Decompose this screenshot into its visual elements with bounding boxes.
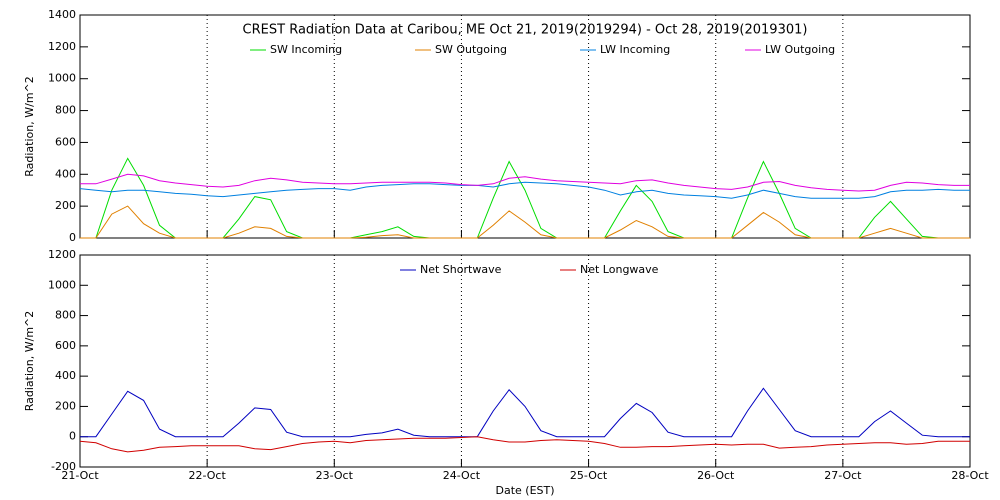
x-tick-label: 21-Oct xyxy=(61,469,99,482)
y-tick-label: 0 xyxy=(69,231,76,244)
series-line xyxy=(79,181,970,199)
y-axis-label: Radiation, W/m^2 xyxy=(23,311,36,412)
y-tick-label: 600 xyxy=(55,339,76,352)
x-tick-label: 25-Oct xyxy=(570,469,608,482)
y-tick-label: 600 xyxy=(55,135,76,148)
y-tick-label: 400 xyxy=(55,369,76,382)
legend-label: Net Longwave xyxy=(580,263,659,276)
x-tick-label: 24-Oct xyxy=(443,469,481,482)
y-tick-label: 1200 xyxy=(48,40,76,53)
y-axis-label: Radiation, W/m^2 xyxy=(23,76,36,177)
legend-label: Net Shortwave xyxy=(420,263,502,276)
series-line xyxy=(80,387,970,438)
legend-label: SW Outgoing xyxy=(435,43,507,56)
chart-title: CREST Radiation Data at Caribou, ME Oct … xyxy=(243,23,808,38)
y-tick-label: 800 xyxy=(55,309,76,322)
x-tick-label: 27-Oct xyxy=(824,469,862,482)
x-tick-label: 26-Oct xyxy=(697,469,735,482)
y-tick-label: 1400 xyxy=(48,8,76,21)
y-tick-label: 1200 xyxy=(48,248,76,261)
y-tick-label: 400 xyxy=(55,167,76,180)
legend-label: LW Outgoing xyxy=(765,43,835,56)
x-axis-label: Date (EST) xyxy=(495,484,554,497)
y-tick-label: 1000 xyxy=(48,278,76,291)
y-tick-label: 0 xyxy=(69,430,76,443)
series-line xyxy=(80,173,970,192)
x-tick-label: 28-Oct xyxy=(951,469,989,482)
y-tick-label: 200 xyxy=(55,199,76,212)
legend-label: LW Incoming xyxy=(600,43,670,56)
x-tick-label: 22-Oct xyxy=(188,469,226,482)
y-tick-label: 1000 xyxy=(48,72,76,85)
y-tick-label: 800 xyxy=(55,104,76,117)
series-line xyxy=(80,205,970,239)
plot-frame xyxy=(79,254,971,468)
y-tick-label: -200 xyxy=(51,460,76,473)
plot-frame xyxy=(79,14,971,239)
series-line xyxy=(79,436,970,453)
x-tick-label: 23-Oct xyxy=(316,469,354,482)
legend-label: SW Incoming xyxy=(270,43,342,56)
y-tick-label: 200 xyxy=(55,399,76,412)
